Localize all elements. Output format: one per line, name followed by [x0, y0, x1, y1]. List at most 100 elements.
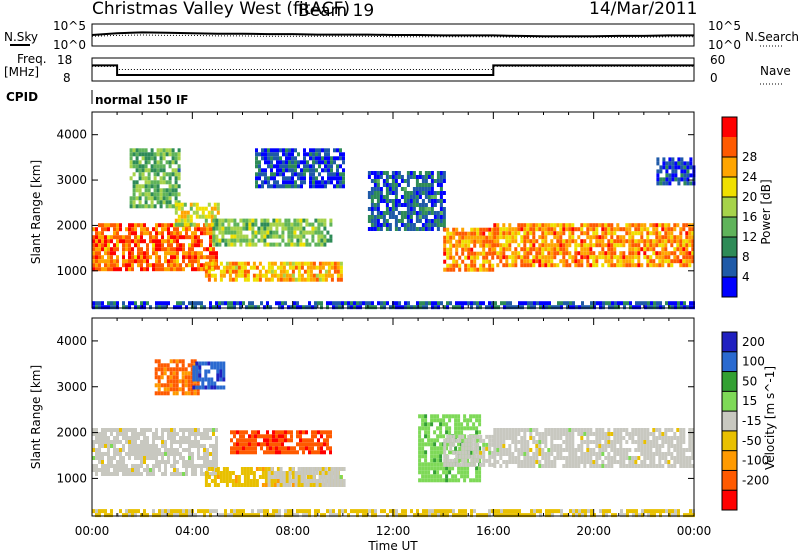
- power-cell-6: [367, 227, 371, 231]
- velocity-cell-4: [321, 467, 325, 471]
- power-cell-7: [488, 267, 492, 272]
- power-cell-1: [168, 192, 172, 197]
- velocity-cell-6: [418, 450, 422, 455]
- velocity-cell-6: [436, 414, 440, 419]
- velocity-cell-8: [679, 436, 683, 440]
- power-cell-1: [162, 176, 166, 181]
- power-cell-0: [164, 259, 167, 264]
- velocity-cell-0: [194, 472, 197, 476]
- power-cell-10: [266, 301, 269, 306]
- power-cell-0: [110, 255, 113, 260]
- velocity-cell-6: [475, 414, 479, 419]
- power-cell-6: [394, 223, 398, 227]
- velocity-cell-9: [314, 513, 317, 518]
- velocity-cell-9: [188, 513, 191, 518]
- power-cell-5: [324, 156, 327, 161]
- velocity-cell-9: [539, 509, 542, 514]
- velocity-cell-6: [418, 470, 422, 475]
- power-cell-9: [683, 165, 687, 170]
- velocity-cell-0: [116, 464, 119, 468]
- power-cell-2: [198, 206, 202, 211]
- power-cell-7: [482, 267, 486, 272]
- power-cell-2: [204, 206, 208, 211]
- velocity-cell-5: [333, 479, 337, 483]
- velocity-cell-5: [279, 479, 283, 483]
- velocity-cell-3: [272, 450, 275, 455]
- velocity-cell-8: [574, 464, 578, 468]
- velocity-cell-8: [520, 436, 524, 440]
- power-cell-7: [482, 251, 486, 256]
- velocity-cell-1: [190, 367, 194, 372]
- velocity-cell-9: [290, 509, 293, 514]
- velocity-cell-9: [590, 509, 593, 514]
- power-cell-0: [152, 247, 155, 252]
- velocity-cell-8: [634, 432, 638, 436]
- power-cell-8: [661, 251, 665, 256]
- velocity-cell-8: [679, 440, 683, 444]
- power-cell-0: [215, 255, 218, 260]
- power-cell-0: [158, 247, 161, 252]
- power-cell-8: [553, 255, 557, 260]
- power-cell-8: [649, 255, 653, 260]
- velocity-cell-8: [556, 444, 560, 448]
- power-cell-10: [347, 305, 350, 310]
- velocity-cell-0: [203, 436, 206, 440]
- power-cell-8: [568, 243, 572, 248]
- power-cell-5: [282, 172, 285, 177]
- velocity-cell-5: [327, 471, 331, 475]
- power-cell-0: [143, 227, 146, 232]
- velocity-cell-1: [175, 387, 179, 392]
- power-cell-7: [455, 259, 459, 264]
- velocity-cell-9: [158, 513, 161, 518]
- power-cell-5: [261, 184, 264, 189]
- power-cell-2: [207, 210, 211, 215]
- power-cell-5: [315, 168, 318, 173]
- velocity-cell-9: [161, 513, 164, 518]
- velocity-cell-8: [514, 432, 518, 436]
- velocity-cell-9: [395, 509, 398, 514]
- power-cell-9: [689, 173, 693, 178]
- velocity-cell-8: [595, 452, 599, 456]
- velocity-cell-3: [272, 442, 275, 447]
- power-cell-1: [147, 180, 151, 185]
- power-cell-5: [258, 184, 261, 189]
- power-cell-8: [589, 223, 593, 228]
- velocity-cell-0: [164, 452, 167, 456]
- velocity-cell-1: [193, 383, 197, 388]
- power-cell-8: [499, 251, 503, 256]
- power-cell-3: [302, 230, 306, 235]
- power-cell-10: [128, 305, 131, 310]
- power-cell-8: [517, 243, 521, 248]
- velocity-cell-4: [258, 475, 262, 479]
- velocity-cell-8: [514, 460, 518, 464]
- velocity-cell-0: [131, 448, 134, 452]
- velocity-cell-0: [101, 464, 104, 468]
- power-cell-8: [562, 247, 566, 252]
- velocity-cell-1: [175, 375, 179, 380]
- power-cell-10: [296, 301, 299, 306]
- velocity-cell-9: [533, 513, 536, 518]
- velocity-cell-0: [95, 468, 98, 472]
- velocity-cell-7: [443, 454, 447, 459]
- velocity-cell-0: [161, 452, 164, 456]
- power-cell-7: [464, 231, 468, 236]
- velocity-cell-6: [424, 414, 428, 419]
- velocity-cell-8: [565, 460, 569, 464]
- velocity-cell-6: [448, 470, 452, 475]
- power-cell-8: [679, 227, 683, 232]
- power-cell-1: [171, 168, 175, 173]
- velocity-cell-1: [169, 367, 173, 372]
- velocity-cell-8: [574, 428, 578, 432]
- power-cell-6: [403, 215, 407, 219]
- power-cell-10: [122, 301, 125, 306]
- velocity-cell-8: [655, 440, 659, 444]
- velocity-cell-4: [228, 475, 232, 479]
- velocity-cell-4: [327, 467, 331, 471]
- power-cell-8: [673, 235, 677, 240]
- power-colorbar-swatch: [722, 197, 737, 217]
- velocity-cell-8: [652, 436, 656, 440]
- velocity-cell-0: [131, 472, 134, 476]
- velocity-cell-0: [140, 464, 143, 468]
- velocity-cell-8: [601, 452, 605, 456]
- velocity-cell-8: [502, 432, 506, 436]
